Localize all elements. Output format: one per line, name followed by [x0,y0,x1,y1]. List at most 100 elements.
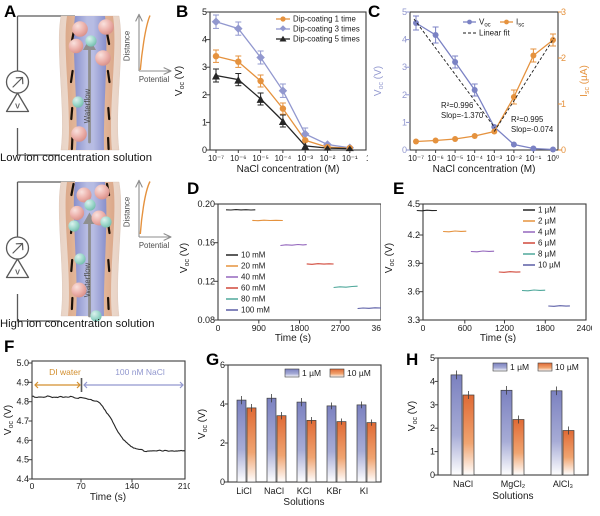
svg-text:4.6: 4.6 [16,435,29,445]
svg-text:0: 0 [30,481,35,491]
svg-text:Voc: Voc [479,18,491,29]
svg-text:Dip-coating 1 time: Dip-coating 1 time [293,15,356,24]
svg-text:Time (s): Time (s) [480,333,516,344]
svg-text:10⁻⁶: 10⁻⁶ [427,154,443,163]
svg-text:Solutions: Solutions [283,497,324,508]
svg-text:1800: 1800 [536,323,555,333]
svg-text:10⁻⁴: 10⁻⁴ [466,154,483,163]
svg-text:Voc (V): Voc (V) [384,243,396,273]
svg-text:NaCl concentration (M): NaCl concentration (M) [237,164,340,175]
svg-text:Slop=-0.074: Slop=-0.074 [511,125,554,134]
svg-text:3.6: 3.6 [407,287,420,297]
svg-text:Voc (V): Voc (V) [197,409,209,439]
svg-text:5: 5 [430,353,435,363]
svg-text:V: V [15,267,20,276]
svg-text:10 µM: 10 µM [538,261,561,270]
svg-text:100 nM NaCl: 100 nM NaCl [115,367,165,377]
svg-text:Voc (V): Voc (V) [3,405,15,435]
svg-text:10⁻¹: 10⁻¹ [342,154,358,163]
svg-text:10⁻⁵: 10⁻⁵ [252,154,268,163]
svg-text:2: 2 [220,438,225,448]
svg-text:0: 0 [421,323,426,333]
svg-text:V: V [15,101,20,110]
svg-text:Time (s): Time (s) [90,492,126,503]
svg-text:Voc (V): Voc (V) [373,66,385,96]
svg-text:2 µM: 2 µM [538,217,556,226]
svg-text:10⁻³: 10⁻³ [486,154,502,163]
svg-text:Waterflow: Waterflow [83,88,92,123]
svg-text:10⁻⁷: 10⁻⁷ [408,154,424,163]
svg-text:4: 4 [220,399,225,409]
svg-text:High ion concentration solutio: High ion concentration solution [0,318,155,330]
svg-text:4.9: 4.9 [16,377,29,387]
svg-text:DI water: DI water [49,367,81,377]
svg-text:1 µM: 1 µM [302,368,321,378]
svg-text:60 mM: 60 mM [241,284,266,293]
svg-text:10⁻¹: 10⁻¹ [526,154,542,163]
svg-text:1 µM: 1 µM [510,362,529,372]
svg-text:600: 600 [458,323,472,333]
svg-text:4.5: 4.5 [16,455,29,465]
svg-text:2400: 2400 [577,323,592,333]
svg-text:2: 2 [430,423,435,433]
svg-text:Voc (V): Voc (V) [407,401,419,431]
svg-text:10 µM: 10 µM [347,368,371,378]
svg-text:80 mM: 80 mM [241,295,266,304]
svg-text:4.2: 4.2 [407,230,420,240]
svg-text:AlCl₃: AlCl₃ [553,479,574,489]
svg-text:4.4: 4.4 [16,474,29,484]
svg-text:R²=0.996: R²=0.996 [441,101,473,110]
svg-text:10⁻³: 10⁻³ [297,154,313,163]
svg-text:1200: 1200 [495,323,514,333]
svg-text:4.7: 4.7 [16,416,29,426]
svg-text:3.3: 3.3 [407,315,420,325]
svg-text:Slop=-1.370: Slop=-1.370 [441,111,484,120]
svg-text:8 µM: 8 µM [538,250,556,259]
svg-text:0: 0 [430,470,435,480]
svg-text:Distance: Distance [123,197,132,227]
svg-text:Voc (V): Voc (V) [174,66,186,96]
svg-text:R²=0.995: R²=0.995 [511,115,544,124]
svg-text:KI: KI [360,486,369,496]
svg-text:KCl: KCl [297,486,312,496]
svg-text:4: 4 [430,376,435,386]
svg-text:0.08: 0.08 [197,315,215,325]
svg-text:1: 1 [430,447,435,457]
svg-text:Linear fit: Linear fit [479,29,510,38]
svg-text:100 mM: 100 mM [241,306,270,315]
svg-text:10⁻²: 10⁻² [320,154,336,163]
svg-text:Isc: Isc [516,18,524,29]
svg-text:10⁻⁴: 10⁻⁴ [275,154,292,163]
svg-text:3: 3 [430,400,435,410]
svg-text:10⁰: 10⁰ [547,154,559,163]
svg-text:LiCl: LiCl [236,486,252,496]
svg-text:Isc (µA): Isc (µA) [579,65,591,97]
svg-text:10 µM: 10 µM [555,362,579,372]
svg-text:Low ion concentration solution: Low ion concentration solution [0,152,152,164]
svg-text:3.9: 3.9 [407,258,420,268]
svg-text:2700: 2700 [331,323,350,333]
svg-text:1800: 1800 [290,323,309,333]
svg-text:NaCl: NaCl [453,479,473,489]
svg-text:MgCl₂: MgCl₂ [501,479,526,489]
svg-text:Dip-coating 3 times: Dip-coating 3 times [293,25,360,34]
svg-text:4.5: 4.5 [407,199,420,209]
svg-text:210: 210 [178,481,190,491]
svg-text:NaCl concentration (M): NaCl concentration (M) [433,164,536,175]
svg-text:Distance: Distance [123,31,132,61]
svg-text:10⁻²: 10⁻² [506,154,522,163]
svg-text:0.12: 0.12 [197,276,215,286]
svg-text:0.16: 0.16 [197,238,215,248]
svg-text:0: 0 [220,477,225,487]
svg-text:Voc (V): Voc (V) [179,243,191,273]
svg-text:1 µM: 1 µM [538,206,556,215]
svg-text:Dip-coating 5 times: Dip-coating 5 times [293,35,360,44]
svg-text:6 µM: 6 µM [538,239,556,248]
svg-text:5.0: 5.0 [16,358,29,368]
svg-text:0: 0 [216,323,221,333]
svg-text:900: 900 [252,323,266,333]
svg-text:KBr: KBr [326,486,341,496]
svg-text:Solutions: Solutions [492,491,533,502]
svg-text:Potential: Potential [139,75,170,84]
svg-text:6: 6 [220,360,225,370]
